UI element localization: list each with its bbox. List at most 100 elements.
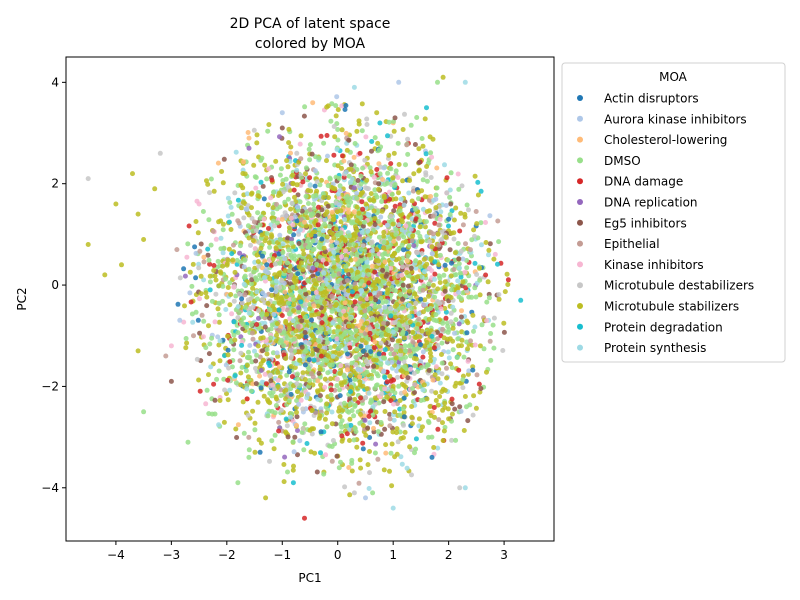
data-point [336,351,342,357]
data-point [413,265,419,271]
data-point [249,205,254,211]
data-point [463,285,469,291]
data-point [346,288,352,294]
data-point [444,294,450,300]
data-point [400,127,406,132]
data-point [387,305,393,311]
data-point [274,321,280,327]
data-point [263,235,269,241]
data-point [431,445,437,450]
data-point [249,277,255,283]
data-point [273,246,279,252]
data-point [341,379,347,385]
data-point [371,368,376,374]
data-point [291,302,297,308]
data-point [310,286,316,292]
data-point [413,258,419,264]
data-point [354,190,360,196]
data-point [402,429,408,435]
data-point [398,348,403,354]
data-point [324,234,330,240]
data-point [217,269,223,275]
data-point [254,296,260,302]
data-point [240,399,246,405]
data-point [231,242,236,248]
data-point [349,289,355,295]
data-point [273,158,279,164]
data-point [331,288,337,294]
data-point [285,434,291,440]
data-point [359,199,365,205]
data-point [288,252,294,258]
data-point [303,291,309,297]
data-point [246,135,252,141]
data-point [434,165,440,171]
data-point [430,231,436,237]
data-point [266,360,272,366]
data-point [389,483,395,489]
data-point [298,397,304,403]
data-point [237,358,243,364]
data-point [412,390,417,395]
data-point [356,480,362,486]
data-point [249,215,255,221]
data-point [421,283,427,289]
data-point [426,420,432,426]
data-point [415,274,420,280]
data-point [315,396,321,402]
data-point [290,467,296,473]
data-point [435,402,441,408]
data-point [245,412,251,418]
data-point [366,390,372,396]
data-point [190,319,196,325]
data-point [281,479,287,485]
data-point [344,267,349,273]
data-point [288,414,293,420]
data-point [207,273,213,279]
data-point [288,391,294,397]
data-point [458,210,464,216]
data-point [246,235,252,241]
data-point [387,236,393,242]
data-point [360,223,366,229]
data-point [237,250,243,256]
data-point [253,358,259,364]
data-point [370,404,376,410]
data-point [267,372,273,378]
scatter-points [85,74,524,521]
data-point [254,352,260,358]
data-point [428,256,434,262]
data-point [294,150,300,156]
data-point [251,162,257,168]
data-point [206,323,211,329]
data-point [386,119,392,125]
data-point [367,221,373,227]
data-point [455,241,461,246]
data-point [332,350,338,356]
data-point [246,266,252,272]
data-point [392,203,398,209]
data-point [401,335,407,341]
data-point [346,209,352,215]
data-point [320,257,326,263]
data-point [448,201,454,207]
data-point [383,299,389,304]
data-point [406,190,412,196]
data-point [396,256,402,262]
data-point [177,275,183,281]
data-point [464,339,470,345]
data-point [251,219,257,225]
data-point [378,316,384,321]
data-point [346,465,352,470]
data-point [336,317,342,323]
data-point [483,240,489,245]
data-point [488,357,494,363]
data-point [348,284,354,290]
data-point [379,333,385,339]
data-point [233,149,239,155]
data-point [435,231,441,237]
data-point [203,401,209,407]
data-point [244,363,250,368]
data-point [263,495,269,501]
data-point [438,209,444,215]
